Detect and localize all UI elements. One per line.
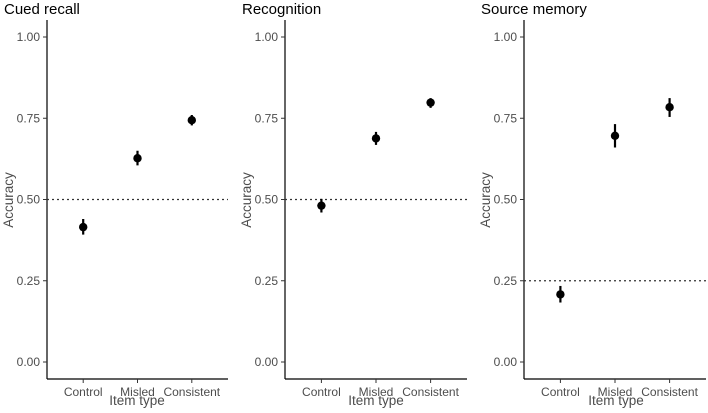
y-tick-label: 1.00 — [17, 30, 41, 44]
y-tick-label: 1.00 — [494, 30, 518, 44]
panel-title: Source memory — [481, 1, 587, 18]
data-point — [426, 98, 435, 107]
y-tick-label: 0.00 — [17, 355, 41, 369]
y-tick-label: 0.50 — [17, 193, 41, 207]
x-tick-label: Misled — [598, 385, 633, 399]
y-axis-title: Accuracy — [1, 172, 16, 228]
y-tick-label: 0.75 — [255, 111, 279, 125]
x-tick-label: Consistent — [641, 385, 698, 399]
data-point — [317, 201, 326, 210]
data-point — [610, 131, 620, 140]
x-tick-label: Misled — [359, 385, 394, 399]
panel-source-memory: Source memory Accuracy Item type 0.00 0.2… — [478, 1, 706, 408]
x-axis-title: Item type — [109, 393, 165, 408]
y-tick-label: 1.00 — [255, 30, 279, 44]
x-tick-label: Consistent — [163, 385, 220, 399]
y-tick-label: 0.25 — [17, 274, 41, 288]
y-tick-label: 0.25 — [255, 274, 279, 288]
x-tick-label: Control — [64, 385, 103, 399]
x-tick-label: Control — [302, 385, 341, 399]
data-point — [371, 134, 381, 143]
y-tick-label: 0.00 — [494, 355, 518, 369]
x-axis-title: Item type — [588, 393, 644, 408]
y-tick-label: 0.00 — [255, 355, 279, 369]
data-point — [187, 116, 196, 125]
panel-title: Recognition — [242, 1, 321, 18]
y-tick-label: 0.75 — [494, 111, 518, 125]
y-axis-title: Accuracy — [239, 172, 254, 228]
x-tick-label: Misled — [120, 385, 155, 399]
x-tick-label: Consistent — [402, 385, 459, 399]
data-point — [133, 154, 142, 163]
y-tick-label: 0.25 — [494, 274, 518, 288]
x-axis-title: Item type — [348, 393, 404, 408]
y-tick-label: 0.50 — [255, 193, 279, 207]
panel-recognition: Recognition Accuracy Item type 0.00 0.25 0… — [239, 1, 467, 408]
data-point — [556, 290, 565, 299]
panel-title: Cued recall — [4, 1, 80, 18]
y-tick-label: 0.50 — [494, 193, 518, 207]
y-tick-label: 0.75 — [17, 111, 41, 125]
y-axis-title: Accuracy — [478, 172, 493, 228]
data-point — [665, 103, 674, 112]
panel-cued-recall: Cued recall Accuracy Item type 0.00 0.25 0… — [1, 1, 228, 408]
x-tick-label: Control — [541, 385, 580, 399]
data-point — [79, 222, 88, 232]
